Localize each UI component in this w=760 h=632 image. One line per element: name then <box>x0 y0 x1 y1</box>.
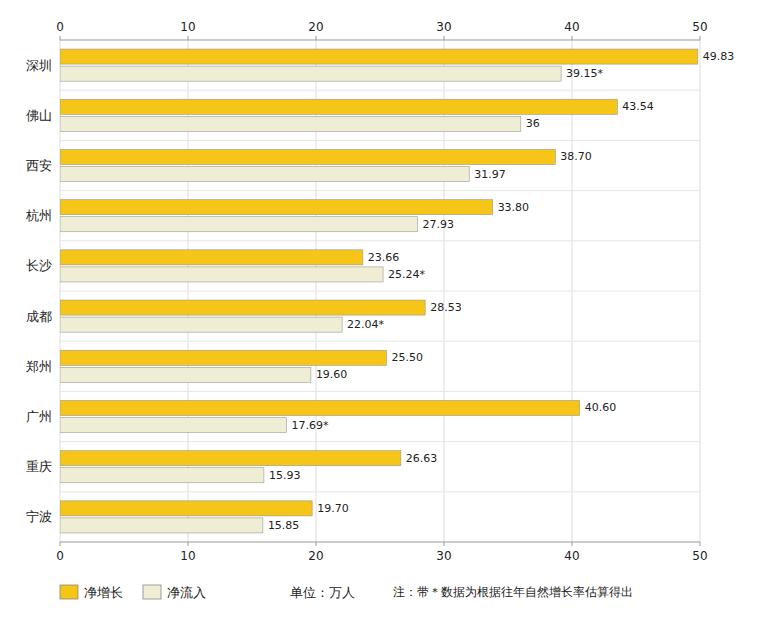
x-top-tick-label: 40 <box>564 20 579 34</box>
data-label: 25.24* <box>388 268 425 281</box>
x-top-tick-label: 50 <box>692 20 707 34</box>
data-label: 22.04* <box>347 318 384 331</box>
x-top-tick <box>316 36 317 40</box>
bar <box>60 66 561 81</box>
data-label: 31.97 <box>474 168 506 181</box>
category-label: 宁波 <box>26 509 52 524</box>
bar <box>60 451 401 466</box>
x-tick-label: 0 <box>56 549 64 563</box>
legend-label: 净流入 <box>167 585 206 600</box>
annotation: 注：带＊数据为根据往年自然增长率估算得出 <box>393 585 633 599</box>
bar <box>60 468 264 483</box>
legend-swatch <box>143 585 161 599</box>
group-separator <box>60 341 700 342</box>
bar <box>60 400 580 415</box>
group-separator <box>60 140 700 141</box>
x-top-tick <box>444 36 445 40</box>
bar <box>60 99 617 114</box>
x-tick <box>444 542 445 546</box>
data-label: 15.85 <box>268 519 300 532</box>
data-label: 39.15* <box>566 67 603 80</box>
category-label: 广州 <box>26 409 52 424</box>
x-top-tick <box>700 36 701 40</box>
x-top-tick-label: 10 <box>180 20 195 34</box>
bar <box>60 300 425 315</box>
data-label: 49.83 <box>703 50 735 63</box>
category-label: 杭州 <box>25 208 52 223</box>
x-top-tick-label: 0 <box>56 20 64 34</box>
bar <box>60 501 312 516</box>
data-label: 33.80 <box>498 201 530 214</box>
chart-container: 0 0 10 10 20 20 30 30 40 40 50 50 深圳佛山西安杭州长沙成都郑州广州重庆… <box>0 0 760 632</box>
category-label: 长沙 <box>26 258 52 273</box>
group-separator <box>60 240 700 241</box>
group-separator <box>60 291 700 292</box>
data-label: 40.60 <box>585 401 617 414</box>
data-label: 36 <box>526 117 540 130</box>
data-label: 17.69* <box>291 419 328 432</box>
x-tick <box>60 542 61 546</box>
bars <box>60 49 698 533</box>
x-axis-line <box>60 542 700 543</box>
x-top-tick-label: 20 <box>308 20 323 34</box>
bar <box>60 317 342 332</box>
chart-svg: 0 0 10 10 20 20 30 30 40 40 50 50 深圳佛山西安杭州长沙成都郑州广州重庆… <box>0 0 760 632</box>
x-top-tick <box>60 36 61 40</box>
group-separator <box>60 190 700 191</box>
group-separator <box>60 441 700 442</box>
data-label: 15.93 <box>269 469 301 482</box>
x-tick <box>572 542 573 546</box>
x-top-tick-label: 30 <box>436 20 451 34</box>
bar <box>60 200 493 215</box>
x-tick <box>188 542 189 546</box>
data-label: 26.63 <box>406 452 438 465</box>
x-tick-label: 10 <box>180 549 195 563</box>
grid <box>60 40 700 542</box>
x-tick-label: 30 <box>436 549 451 563</box>
data-label: 28.53 <box>430 301 462 314</box>
bar <box>60 217 418 232</box>
category-label: 郑州 <box>26 359 52 374</box>
data-label: 38.70 <box>560 150 592 163</box>
bar <box>60 250 363 265</box>
bar <box>60 267 383 282</box>
x-tick-label: 40 <box>564 549 579 563</box>
category-label: 深圳 <box>26 58 52 73</box>
data-label: 25.50 <box>391 351 423 364</box>
x-top-tick <box>188 36 189 40</box>
bar <box>60 518 263 533</box>
x-axis-top-line <box>60 40 700 41</box>
data-label: 19.60 <box>316 368 348 381</box>
category-label: 成都 <box>26 309 52 324</box>
data-label: 43.54 <box>622 100 654 113</box>
x-tick-label: 50 <box>692 549 707 563</box>
x-tick <box>316 542 317 546</box>
legend-swatch <box>60 585 78 599</box>
bar <box>60 149 555 164</box>
data-label: 23.66 <box>368 251 400 264</box>
bar <box>60 116 521 131</box>
legend-label: 净增长 <box>84 585 123 600</box>
bar <box>60 367 311 382</box>
category-label: 西安 <box>26 158 52 173</box>
bar <box>60 49 698 64</box>
bar <box>60 350 386 365</box>
bar <box>60 418 286 433</box>
legend: 净增长 净流入 <box>60 585 206 600</box>
x-tick <box>700 542 701 546</box>
category-label: 佛山 <box>26 108 52 123</box>
annotation: 单位：万人 <box>290 585 355 600</box>
group-separator <box>60 491 700 492</box>
data-label: 27.93 <box>423 218 455 231</box>
bar <box>60 167 469 182</box>
x-tick-label: 20 <box>308 549 323 563</box>
x-top-tick <box>572 36 573 40</box>
group-separator <box>60 90 700 91</box>
data-label: 19.70 <box>317 502 349 515</box>
data-labels: 49.83 39.15* 43.54 36 38.70 31.97 33.80 27.93 23… <box>268 50 734 532</box>
category-label: 重庆 <box>26 459 52 474</box>
group-separator <box>60 391 700 392</box>
